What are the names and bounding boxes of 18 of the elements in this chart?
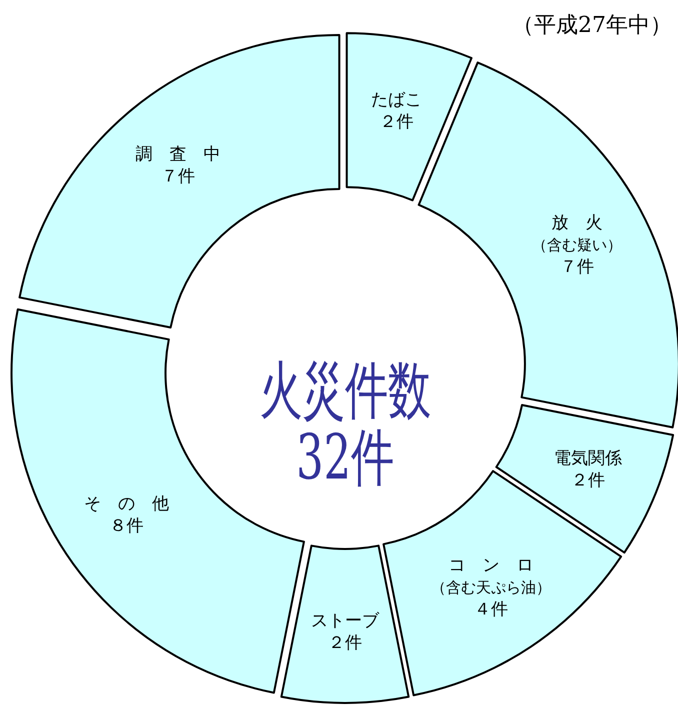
text: （平成27年中） [512, 13, 672, 38]
slice: ストーブ ２件 [280, 544, 410, 704]
data-label: ８件 [109, 516, 144, 536]
data-label: ４件 [474, 600, 508, 620]
slice-label: ストーブ [311, 611, 380, 631]
slice: 電気関係 ２件 [495, 404, 674, 554]
data-label: ２件 [570, 470, 605, 491]
slice: 調 査 中 ７件 [18, 34, 340, 328]
slice: たばこ ２件 [346, 32, 472, 202]
data-label: ２件 [379, 112, 414, 132]
slice-label: コ ン ロ（含む天ぷら油） [431, 556, 552, 597]
slice-label: 調 査 中 [136, 144, 221, 165]
data-label: ７件 [161, 166, 196, 187]
slice-label: 電気関係 [554, 448, 622, 469]
data-label: ２件 [328, 633, 362, 653]
data-label: ７件 [560, 257, 594, 278]
slice-label: 放 火（含む疑い） [532, 213, 622, 254]
slice-label: そ の 他 [84, 494, 169, 514]
